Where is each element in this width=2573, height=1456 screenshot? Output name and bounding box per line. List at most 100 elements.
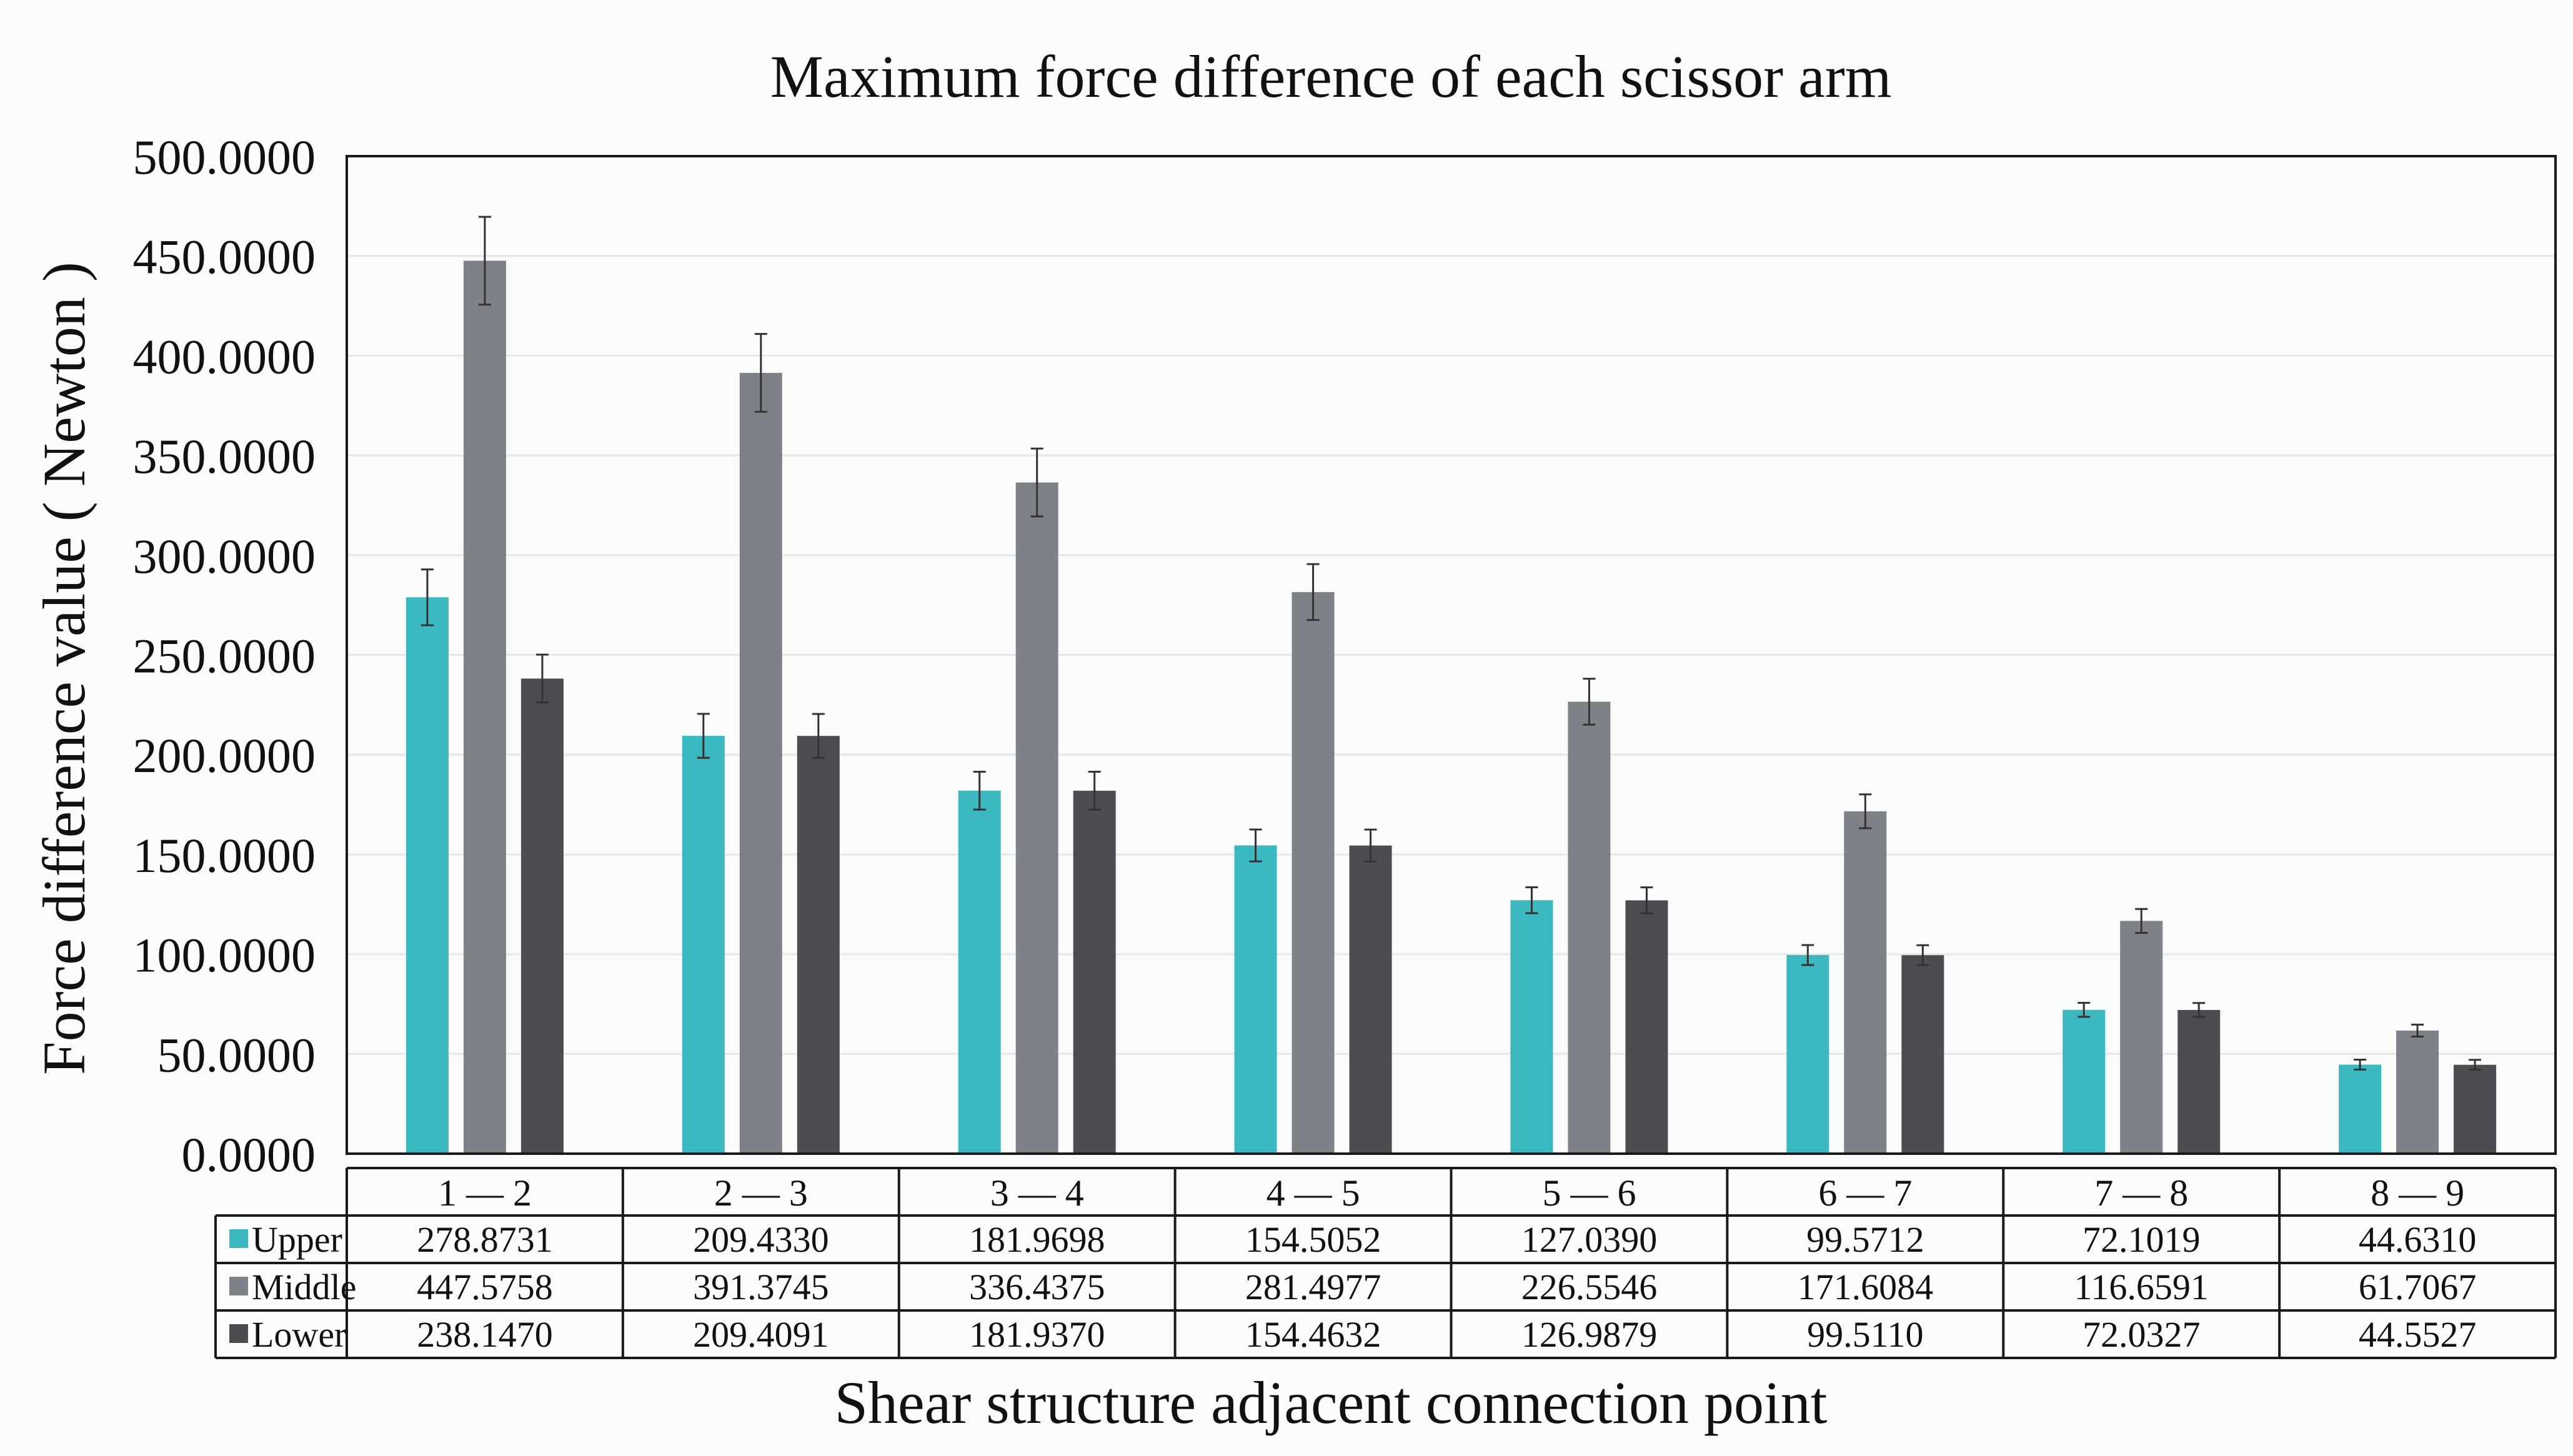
table-cell-value: 209.4330 — [693, 1219, 829, 1260]
bar-upper — [682, 736, 725, 1154]
error-bar — [1859, 793, 1872, 830]
error-bar — [421, 568, 434, 626]
bar-upper — [2339, 1064, 2382, 1154]
error-bar — [2354, 1058, 2367, 1071]
category-label: 7 — 8 — [2094, 1172, 2188, 1214]
bar-lower — [1349, 845, 1392, 1154]
bar-upper — [2063, 1009, 2106, 1154]
table-cell-value: 391.3745 — [693, 1267, 829, 1307]
y-tick-label: 50.0000 — [157, 1028, 316, 1082]
bar-middle — [463, 260, 506, 1154]
table-cell-value: 116.6591 — [2074, 1267, 2209, 1307]
error-bar — [1249, 828, 1262, 863]
legend-swatch-middle — [229, 1277, 248, 1295]
y-tick-label: 0.0000 — [182, 1127, 316, 1182]
y-axis-label: Force difference value ( Newton ) — [31, 262, 97, 1075]
table-cell-value: 281.4977 — [1245, 1267, 1381, 1307]
y-tick-label: 200.0000 — [133, 728, 316, 783]
bar-upper — [406, 597, 449, 1154]
error-bar — [478, 215, 491, 306]
y-tick-label: 250.0000 — [133, 629, 316, 683]
bar-middle — [2120, 921, 2163, 1154]
legend-label-middle: Middle — [252, 1267, 357, 1307]
error-bar — [697, 713, 710, 759]
bar-middle — [1568, 701, 1611, 1154]
error-bar — [973, 770, 986, 811]
y-tick-label: 300.0000 — [133, 529, 316, 583]
bar-middle — [739, 372, 782, 1154]
table-cell-value: 127.0390 — [1521, 1219, 1658, 1260]
table-cell-value: 72.0327 — [2083, 1314, 2201, 1355]
error-bars — [421, 215, 2482, 1071]
plot-frame — [346, 155, 2557, 1155]
error-bar — [1088, 771, 1101, 811]
bar-middle — [2396, 1030, 2439, 1154]
table-cell-value: 278.8731 — [417, 1219, 553, 1260]
bar-lower — [520, 678, 564, 1154]
legend-label-lower: Lower — [252, 1314, 346, 1355]
chart-title: Maximum force difference of each scissor… — [770, 43, 1892, 110]
y-tick-label: 400.0000 — [133, 329, 316, 384]
table-cell-value: 209.4091 — [693, 1314, 829, 1355]
category-label: 6 — 7 — [1818, 1172, 1912, 1214]
table-cell-value: 44.6310 — [2359, 1219, 2477, 1260]
table-cell-value: 226.5546 — [1521, 1267, 1658, 1307]
table-cell-value: 99.5110 — [1807, 1314, 1923, 1355]
error-bar — [2135, 908, 2148, 934]
bar-middle — [1015, 482, 1058, 1154]
category-label: 1 — 2 — [438, 1172, 532, 1214]
category-label: 2 — 3 — [714, 1172, 808, 1214]
error-bar — [1801, 944, 1814, 966]
y-axis: 0.0000 50.0000 100.0000 150.0000 200.0000 250… — [133, 130, 2557, 1182]
category-label: 5 — 6 — [1542, 1172, 1636, 1214]
bar-middle — [1844, 811, 1887, 1154]
bar-middle — [1291, 592, 1335, 1154]
error-bar — [1306, 563, 1320, 622]
category-label: 8 — 9 — [2371, 1172, 2464, 1214]
legend-label-upper: Upper — [252, 1219, 342, 1260]
table-cell-value: 99.5712 — [1806, 1219, 1924, 1260]
y-tick-label: 100.0000 — [133, 928, 316, 983]
bar-upper — [958, 790, 1001, 1154]
table-cell-value: 336.4375 — [969, 1267, 1105, 1307]
bar-lower — [797, 736, 840, 1154]
error-bar — [1916, 944, 1929, 966]
table-cell-value: 447.5758 — [417, 1267, 553, 1307]
data-table: 1 — 2 2 — 3 3 — 4 4 — 5 5 — 6 6 — 7 7 — 8 8 — 9… — [214, 1167, 2557, 1359]
bar-upper — [1234, 845, 1277, 1154]
table-cell-value: 171.6084 — [1798, 1267, 1934, 1307]
table-cell-value: 181.9698 — [969, 1219, 1105, 1260]
bars — [406, 260, 2497, 1154]
table-cell-value: 44.5527 — [2359, 1314, 2477, 1355]
category-label: 4 — 5 — [1267, 1172, 1360, 1214]
bar-upper — [1510, 900, 1553, 1154]
error-bar — [535, 653, 549, 704]
error-bar — [1030, 447, 1043, 518]
table-cell-value: 238.1470 — [417, 1314, 553, 1355]
error-bar — [2078, 1002, 2091, 1018]
table-cell-value: 154.4632 — [1245, 1314, 1381, 1355]
table-cell-value: 61.7067 — [2359, 1267, 2477, 1307]
legend-swatch-upper — [229, 1229, 248, 1248]
error-bar — [754, 333, 767, 413]
error-bar — [1525, 886, 1538, 914]
table-cell-value: 181.9370 — [969, 1314, 1105, 1355]
y-tick-label: 350.0000 — [133, 429, 316, 483]
error-bar — [812, 713, 825, 759]
table-cell-value: 154.5052 — [1245, 1219, 1381, 1260]
error-bar — [2469, 1059, 2482, 1071]
bar-lower — [2454, 1064, 2497, 1154]
table-cell-value: 72.1019 — [2083, 1219, 2201, 1260]
error-bar — [2411, 1023, 2424, 1038]
error-bar — [1640, 886, 1653, 914]
category-label: 3 — 4 — [990, 1172, 1084, 1214]
bar-lower — [2177, 1009, 2221, 1154]
error-bar — [1364, 828, 1377, 863]
error-bar — [1583, 678, 1596, 726]
y-tick-label: 500.0000 — [133, 130, 316, 184]
y-tick-label: 150.0000 — [133, 828, 316, 883]
table-cell-value: 126.9879 — [1521, 1314, 1658, 1355]
legend-swatch-lower — [229, 1324, 248, 1343]
bar-upper — [1786, 954, 1829, 1154]
